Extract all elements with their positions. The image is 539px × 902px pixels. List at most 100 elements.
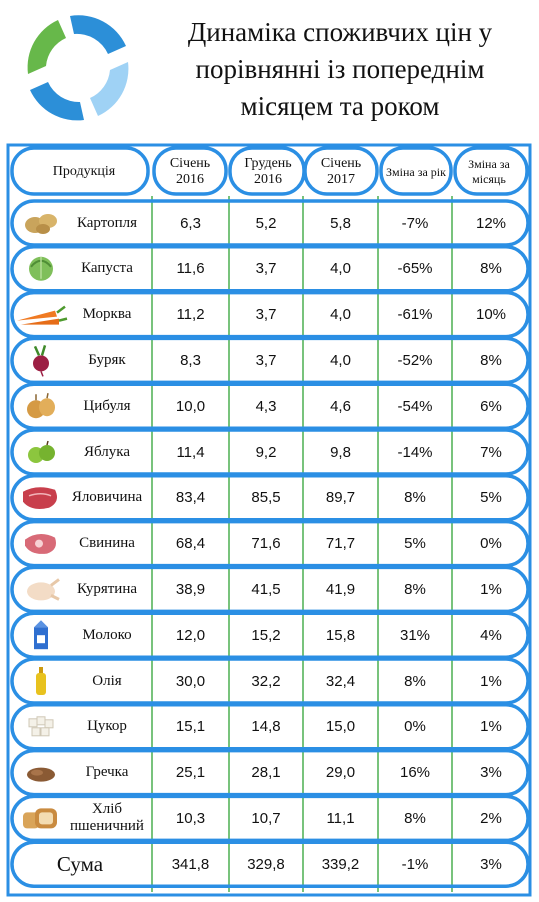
row-pill — [10, 336, 530, 385]
page-title: Динаміка споживчих цін у порівнянні із п… — [150, 14, 530, 125]
cell-dec2016: 41,5 — [251, 580, 281, 598]
row-pill — [10, 428, 530, 476]
cell-jan2016: 6,3 — [180, 214, 201, 232]
cell-year-change: 0% — [404, 718, 426, 736]
cell-year-change: -61% — [397, 306, 433, 324]
cell-year-change: -65% — [397, 260, 433, 278]
potato-icon — [25, 214, 57, 234]
cell-jan2017: 4,0 — [330, 306, 351, 324]
cell-jan2016: 83,4 — [175, 489, 206, 507]
cell-jan2016: 68,4 — [175, 535, 206, 553]
row-pill — [10, 474, 530, 522]
header-pill — [152, 146, 228, 196]
total-label: Сума — [56, 851, 104, 876]
cell-year-change: -52% — [397, 351, 433, 369]
cell-jan2016: 10,0 — [175, 397, 206, 415]
bread-icon — [23, 808, 57, 829]
product-name: Картопля — [76, 214, 138, 231]
cell-dec2016: 85,5 — [251, 489, 281, 507]
cell-month-change: 1% — [480, 672, 502, 690]
product-name: Буряк — [88, 351, 126, 368]
cell-jan2016: 12,0 — [175, 626, 206, 644]
cell-jan2016: 15,1 — [175, 718, 206, 736]
cell-jan2017: 4,6 — [330, 397, 351, 415]
total-month-change: 3% — [480, 855, 502, 873]
product-name: Цукор — [87, 718, 127, 735]
beet-icon — [33, 345, 49, 377]
header-jan2016: Січень 2016 — [169, 156, 211, 187]
title-line-3: місяцем та роком — [240, 91, 440, 121]
cell-month-change: 2% — [480, 809, 502, 827]
cell-year-change: -14% — [397, 443, 433, 461]
cell-month-change: 12% — [475, 214, 507, 232]
cell-year-change: 31% — [399, 626, 431, 644]
cell-year-change: -7% — [401, 214, 429, 232]
milk-icon — [34, 620, 48, 650]
cell-jan2017: 4,0 — [330, 351, 351, 369]
cell-year-change: 8% — [404, 489, 426, 507]
product-name: Молоко — [82, 626, 132, 643]
cell-dec2016: 15,2 — [251, 626, 281, 644]
onion-icon — [27, 393, 55, 419]
sugar-icon — [28, 716, 54, 737]
product-name: Гречка — [85, 764, 129, 781]
logo-icon — [27, 15, 129, 121]
pork-icon — [25, 534, 56, 554]
header-pill — [10, 146, 150, 196]
header-year-change: Зміна за рік — [386, 164, 446, 179]
row-pill — [10, 199, 530, 247]
table-border — [6, 143, 532, 897]
title-line-1: Динаміка споживчих цін у — [187, 17, 493, 47]
cell-month-change: 8% — [480, 351, 502, 369]
cell-jan2017: 41,9 — [325, 580, 356, 598]
cell-jan2017: 15,8 — [325, 626, 356, 644]
cell-dec2016: 3,7 — [255, 306, 277, 324]
cell-jan2017: 32,4 — [325, 672, 356, 690]
cell-month-change: 7% — [480, 443, 502, 461]
beef-icon — [23, 487, 57, 509]
cell-dec2016: 71,6 — [251, 535, 281, 553]
cell-jan2017: 89,7 — [325, 489, 356, 507]
cell-month-change: 0% — [480, 535, 502, 553]
cell-dec2016: 3,7 — [255, 351, 277, 369]
cell-jan2017: 15,0 — [325, 718, 356, 736]
cell-jan2016: 30,0 — [175, 672, 206, 690]
cell-jan2016: 11,4 — [176, 443, 205, 461]
cell-jan2017: 71,7 — [325, 535, 356, 553]
header-month-change: Зміна за місяць — [468, 157, 510, 186]
cell-month-change: 1% — [480, 580, 502, 598]
product-name: Яловичина — [71, 489, 143, 506]
cell-dec2016: 32,2 — [251, 672, 281, 690]
row-pill — [10, 657, 530, 705]
carrot-icon — [17, 305, 68, 325]
row-pill — [10, 565, 530, 614]
row-pill — [10, 290, 530, 339]
cell-jan2016: 11,2 — [176, 306, 205, 324]
cell-month-change: 1% — [480, 718, 502, 736]
product-name: Морква — [82, 306, 132, 323]
cell-jan2016: 10,3 — [175, 809, 206, 827]
product-name: Цибуля — [83, 397, 131, 414]
apple-icon — [28, 440, 55, 463]
cell-year-change: 16% — [399, 764, 431, 782]
cell-year-change: 8% — [404, 809, 426, 827]
cell-month-change: 6% — [480, 397, 502, 415]
total-jan2016: 341,8 — [171, 855, 210, 873]
cell-jan2016: 11,6 — [176, 260, 205, 278]
header-pill — [453, 146, 529, 196]
cell-jan2017: 4,0 — [330, 260, 351, 278]
cell-year-change: -54% — [397, 397, 433, 415]
cell-year-change: 5% — [404, 535, 426, 553]
cell-dec2016: 5,2 — [255, 214, 277, 232]
cell-jan2017: 5,8 — [330, 214, 351, 232]
header-jan2017: Січень 2017 — [320, 156, 362, 187]
product-name: Капуста — [81, 260, 133, 277]
product-name: Курятина — [76, 580, 138, 597]
cell-month-change: 4% — [480, 626, 502, 644]
row-pill — [10, 794, 530, 843]
row-pill — [10, 611, 530, 659]
cell-dec2016: 9,2 — [255, 443, 277, 461]
cell-month-change: 10% — [475, 306, 507, 324]
cell-year-change: 8% — [404, 672, 426, 690]
